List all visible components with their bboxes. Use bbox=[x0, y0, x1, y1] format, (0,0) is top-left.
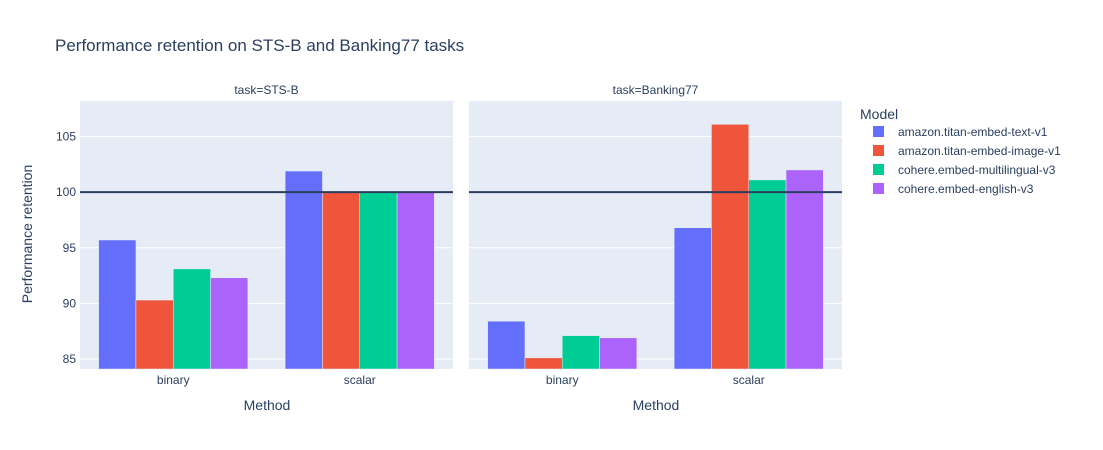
x-tick-label: binary bbox=[546, 373, 579, 387]
legend-item[interactable]: amazon.titan-embed-text-v1 bbox=[873, 125, 1048, 139]
legend-label: amazon.titan-embed-image-v1 bbox=[898, 144, 1061, 158]
y-tick-label: 100 bbox=[56, 185, 76, 199]
x-axis-title-2: Method bbox=[633, 397, 680, 413]
bar bbox=[396, 191, 435, 370]
legend-item[interactable]: cohere.embed-english-v3 bbox=[873, 182, 1034, 196]
facet-title: task=STS-B bbox=[234, 83, 298, 97]
bar bbox=[173, 268, 211, 370]
legend-label: cohere.embed-multilingual-v3 bbox=[898, 163, 1056, 177]
bar bbox=[673, 227, 712, 370]
bar bbox=[487, 320, 526, 370]
chart-title: Performance retention on STS-B and Banki… bbox=[55, 36, 464, 55]
facet-1: task=STS-B binary scalar 85 90 95 100 105 bbox=[56, 83, 453, 387]
x-axis-title-1: Method bbox=[244, 397, 291, 413]
legend-title: Model bbox=[860, 106, 898, 122]
legend-label: cohere.embed-english-v3 bbox=[898, 182, 1034, 196]
y-tick-label: 105 bbox=[56, 130, 76, 144]
legend-swatch bbox=[873, 183, 884, 194]
facet-title: task=Banking77 bbox=[613, 83, 699, 97]
bar bbox=[210, 277, 249, 370]
bar bbox=[322, 191, 361, 370]
x-tick-label: binary bbox=[157, 373, 190, 387]
x-tick-label: scalar bbox=[733, 373, 765, 387]
bar bbox=[599, 337, 638, 370]
legend-swatch bbox=[873, 126, 884, 137]
y-tick-label: 90 bbox=[63, 296, 77, 310]
legend-item[interactable]: cohere.embed-multilingual-v3 bbox=[873, 163, 1056, 177]
y-tick-label: 85 bbox=[63, 352, 77, 366]
bar bbox=[711, 124, 750, 370]
legend-item[interactable]: amazon.titan-embed-image-v1 bbox=[873, 144, 1061, 158]
legend-swatch bbox=[873, 164, 884, 175]
legend-swatch bbox=[873, 145, 884, 156]
bar bbox=[359, 191, 398, 370]
bar bbox=[785, 169, 824, 370]
facet-2: task=Banking77 binary scalar bbox=[469, 83, 842, 387]
bar bbox=[98, 239, 137, 370]
bar bbox=[284, 170, 323, 370]
bar bbox=[748, 179, 787, 370]
x-tick-label: scalar bbox=[344, 373, 376, 387]
bar bbox=[524, 357, 563, 370]
legend-label: amazon.titan-embed-text-v1 bbox=[898, 125, 1048, 139]
bar bbox=[135, 299, 174, 370]
y-axis-title: Performance retention bbox=[19, 165, 35, 304]
bar bbox=[562, 335, 600, 370]
y-tick-label: 95 bbox=[63, 241, 77, 255]
